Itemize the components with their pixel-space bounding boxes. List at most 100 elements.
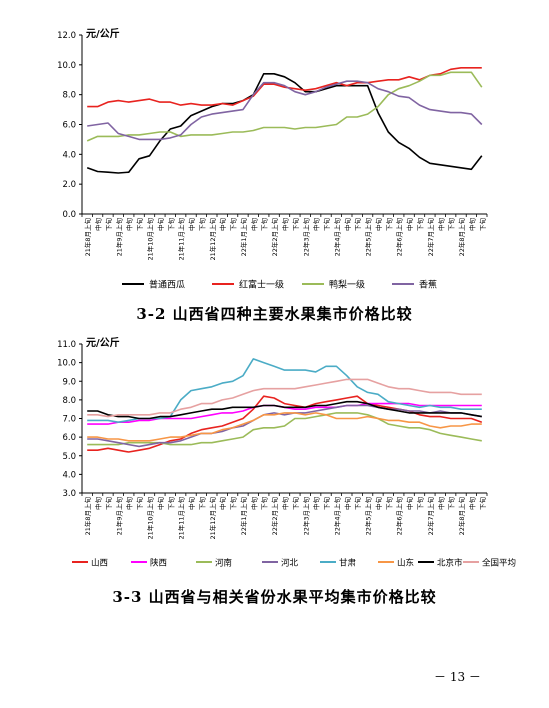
x-tick-label: 中旬 xyxy=(218,497,227,511)
series-line xyxy=(87,80,483,141)
x-tick-label: 22年3月上旬 xyxy=(301,218,310,257)
legend-label: 甘肃 xyxy=(339,558,357,569)
x-tick-label: 中旬 xyxy=(405,218,414,232)
x-tick-label: 中旬 xyxy=(187,218,196,232)
x-tick-label: 下旬 xyxy=(478,497,487,511)
x-tick-label: 21年11月上旬 xyxy=(177,218,186,261)
x-tick-label: 中旬 xyxy=(249,218,258,232)
y-tick-label: 9.0 xyxy=(62,377,76,387)
y-tick-label: 12.0 xyxy=(57,31,76,41)
x-tick-label: 中旬 xyxy=(156,497,165,511)
y-tick-label: 8.0 xyxy=(62,91,76,101)
legend-label: 河南 xyxy=(215,558,232,569)
y-axis-unit-label: 元/公斤 xyxy=(86,27,120,40)
x-tick-label: 下旬 xyxy=(229,218,238,232)
legend-label: 北京市 xyxy=(437,558,463,569)
x-tick-label: 下旬 xyxy=(384,497,393,511)
x-tick-label: 21年9月上旬 xyxy=(114,497,123,536)
x-tick-label: 22年5月上旬 xyxy=(364,218,373,257)
x-tick-label: 21年8月上旬 xyxy=(83,218,92,257)
x-tick-label: 21年10月上旬 xyxy=(146,218,155,261)
legend-label: 鸭梨一级 xyxy=(329,279,365,291)
legend-label: 香蕉 xyxy=(419,279,437,291)
legend-label: 河北 xyxy=(281,558,299,569)
x-tick-label: 下旬 xyxy=(291,218,300,232)
series-line xyxy=(87,404,482,448)
legend-label: 山西 xyxy=(91,558,108,569)
x-tick-label: 中旬 xyxy=(343,497,352,511)
y-tick-label: 5.0 xyxy=(62,452,76,462)
legend-label: 红富士一级 xyxy=(239,279,284,291)
x-tick-label: 21年12月上旬 xyxy=(208,218,217,261)
series-line xyxy=(86,72,483,174)
x-tick-label: 22年7月上旬 xyxy=(426,497,435,536)
x-tick-label: 中旬 xyxy=(312,218,321,232)
x-tick-label: 下旬 xyxy=(447,497,456,511)
x-tick-label: 中旬 xyxy=(312,497,321,511)
chart-2-caption: 3-3 山西省与相关省份水果平均集市价格比较 xyxy=(112,588,437,606)
y-tick-label: 2.0 xyxy=(62,180,76,190)
x-tick-label: 中旬 xyxy=(125,218,134,232)
x-tick-label: 中旬 xyxy=(467,218,476,232)
x-tick-label: 中旬 xyxy=(156,218,165,232)
x-tick-label: 22年8月上旬 xyxy=(457,497,466,536)
x-tick-label: 下旬 xyxy=(104,497,113,511)
x-tick-label: 中旬 xyxy=(218,218,227,232)
x-tick-label: 22年2月上旬 xyxy=(270,497,279,536)
y-tick-label: 4.0 xyxy=(62,150,76,160)
y-tick-label: 3.0 xyxy=(62,489,76,499)
x-tick-label: 21年9月上旬 xyxy=(114,218,123,257)
series-line xyxy=(87,378,482,418)
x-tick-label: 中旬 xyxy=(436,497,445,511)
x-tick-label: 中旬 xyxy=(94,218,103,232)
x-tick-label: 22年1月上旬 xyxy=(239,497,248,536)
y-tick-label: 6.0 xyxy=(62,433,76,443)
x-tick-label: 下旬 xyxy=(322,218,331,232)
y-tick-label: 10.0 xyxy=(57,359,76,369)
x-tick-label: 22年2月上旬 xyxy=(270,218,279,257)
y-tick-label: 10.0 xyxy=(57,61,76,71)
x-tick-label: 中旬 xyxy=(281,218,290,232)
x-tick-label: 下旬 xyxy=(166,218,175,232)
legend-label: 陕西 xyxy=(150,558,167,569)
x-tick-label: 22年7月上旬 xyxy=(426,218,435,257)
y-tick-label: 8.0 xyxy=(62,396,76,406)
x-tick-label: 中旬 xyxy=(467,497,476,511)
x-tick-label: 中旬 xyxy=(405,497,414,511)
x-tick-label: 中旬 xyxy=(374,497,383,511)
x-tick-label: 中旬 xyxy=(187,497,196,511)
x-tick-label: 下旬 xyxy=(353,218,362,232)
x-tick-label: 21年10月上旬 xyxy=(146,497,155,540)
y-tick-label: 6.0 xyxy=(62,121,76,131)
x-tick-label: 中旬 xyxy=(281,497,290,511)
x-tick-label: 中旬 xyxy=(94,497,103,511)
x-tick-label: 21年8月上旬 xyxy=(83,497,92,536)
legend-label: 山东 xyxy=(397,558,414,569)
x-tick-label: 22年5月上旬 xyxy=(364,497,373,536)
x-tick-label: 22年6月上旬 xyxy=(395,218,404,257)
x-tick-label: 下旬 xyxy=(260,497,269,511)
x-tick-label: 下旬 xyxy=(229,497,238,511)
x-tick-label: 下旬 xyxy=(447,218,456,232)
x-tick-label: 21年12月上旬 xyxy=(208,497,217,540)
x-tick-label: 下旬 xyxy=(353,497,362,511)
x-tick-label: 下旬 xyxy=(135,497,144,511)
y-tick-label: 7.0 xyxy=(62,415,76,425)
legend-label: 普通西瓜 xyxy=(149,279,185,291)
y-tick-label: 4.0 xyxy=(62,470,76,480)
x-tick-label: 中旬 xyxy=(249,497,258,511)
series-line xyxy=(87,66,482,108)
chart-1-caption: 3-2 山西省四种主要水果集市价格比较 xyxy=(136,305,413,323)
legend-label: 全国平均 xyxy=(482,558,516,569)
x-tick-label: 22年6月上旬 xyxy=(395,497,404,536)
x-tick-label: 下旬 xyxy=(478,218,487,232)
x-tick-label: 中旬 xyxy=(374,218,383,232)
page-number: － 13 － xyxy=(434,670,481,684)
series-line xyxy=(86,71,483,142)
series-line xyxy=(87,412,482,446)
fruit-price-chart-2: 元/公斤 3.0 4.0 5.0 6.0 7.0 8.0 9.0 10.0 11.0 21年8月上旬… xyxy=(57,336,516,569)
x-tick-label: 中旬 xyxy=(436,218,445,232)
x-tick-label: 22年1月上旬 xyxy=(239,218,248,257)
x-tick-label: 22年3月上旬 xyxy=(301,497,310,536)
